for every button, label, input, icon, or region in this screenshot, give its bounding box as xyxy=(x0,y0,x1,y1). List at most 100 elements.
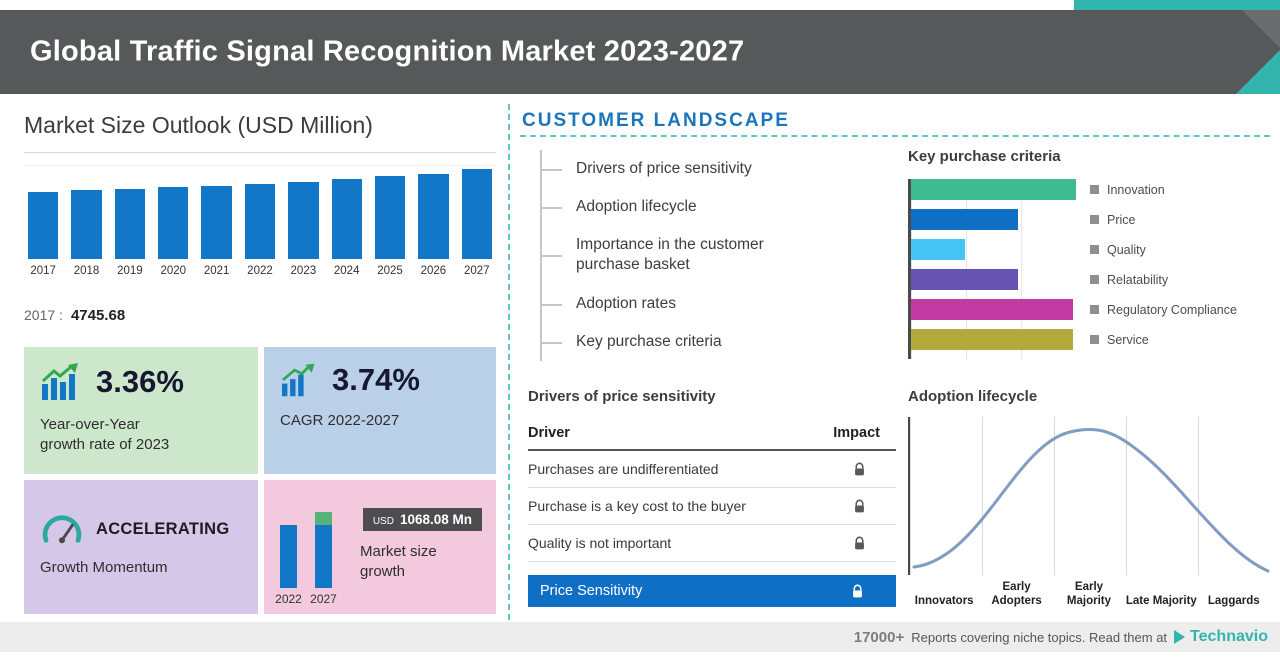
impact-lock xyxy=(853,499,866,514)
market-size-bar xyxy=(28,192,59,259)
year-tick-label: 2026 xyxy=(420,265,447,277)
stage-label: Early Majority xyxy=(1066,581,1112,608)
impact-column-header: Impact xyxy=(833,425,880,441)
growth-mini-chart-bars xyxy=(280,510,341,588)
growth-bar-2027-base xyxy=(315,525,332,588)
year-tick-label: 2027 xyxy=(463,265,490,277)
customer-landscape-dashed-rule xyxy=(520,135,1270,137)
market-size-bar xyxy=(158,187,189,259)
legend-item: Relatability xyxy=(1090,269,1237,290)
base-year-value: 2017 : 4745.68 xyxy=(24,307,496,324)
momentum-label: Growth Momentum xyxy=(40,559,168,576)
landscape-item: Drivers of price sensitivity xyxy=(542,150,820,188)
report-count: 17000+ xyxy=(853,628,905,646)
criteria-bar xyxy=(911,269,1019,290)
adoption-lifecycle-title: Adoption lifecycle xyxy=(908,388,1038,405)
driver-label: Quality is not important xyxy=(528,535,672,551)
lock-icon xyxy=(855,499,864,512)
key-purchase-criteria-legend: Innovation Price Quality Relatability Regula… xyxy=(1090,179,1237,359)
year-tick-label: 2021 xyxy=(203,265,230,277)
market-size-chart-years: 2017 2018 2019 2020 2021 2022 2023 2024 2025 2026… xyxy=(24,265,496,277)
year-tick-label: 2025 xyxy=(377,265,403,277)
technavio-wordmark: Technavio xyxy=(1190,628,1268,645)
yoy-growth-label-line1: Year-over-Year xyxy=(40,416,140,433)
driver-row: Purchase is a key cost to the buyer xyxy=(528,488,896,525)
lock-icon xyxy=(855,462,864,475)
price-sensitivity-title: Drivers of price sensitivity xyxy=(528,388,716,405)
year-tick-label: 2022 xyxy=(247,265,273,277)
page-title: Global Traffic Signal Recognition Market… xyxy=(30,35,745,68)
legend-item: Regulatory Compliance xyxy=(1090,299,1237,320)
market-size-bar xyxy=(331,179,362,259)
legend-label: Innovation xyxy=(1107,182,1165,197)
driver-label: Purchases are undifferentiated xyxy=(528,461,719,477)
growth-value-badge: USD 1068.08 Mn xyxy=(362,508,482,531)
footer: 17000+ Reports covering niche topics. Re… xyxy=(0,622,1280,652)
criteria-bar xyxy=(911,209,1019,230)
cagr-label: CAGR 2022-2027 xyxy=(280,412,400,429)
year-tick-label: 2018 xyxy=(73,265,100,277)
bar-chart-growth-icon xyxy=(282,363,315,397)
header: Global Traffic Signal Recognition Market… xyxy=(0,10,1280,94)
price-sensitivity-block: Drivers of price sensitivity Driver Impa… xyxy=(528,388,896,607)
growth-mini-chart-years: 2022 2027 xyxy=(271,592,341,606)
criteria-bar xyxy=(911,299,1073,320)
legend-marker-icon xyxy=(1090,275,1099,284)
technavio-logo[interactable]: Technavio xyxy=(1174,628,1268,646)
price-sensitivity-highlight-label: Price Sensitivity xyxy=(540,583,643,599)
stage-label: Late Majority xyxy=(1125,595,1197,608)
year-tick-label: 2023 xyxy=(290,265,317,277)
legend-label: Price xyxy=(1107,212,1136,227)
landscape-item: Key purchase criteria xyxy=(542,323,820,361)
cagr-card: 3.74% CAGR 2022-2027 xyxy=(264,347,496,474)
landscape-item: Adoption lifecycle xyxy=(542,188,820,226)
growth-momentum-card: ACCELERATING Growth Momentum xyxy=(24,480,258,614)
growth-mini-chart: 2022 2027 xyxy=(275,510,341,606)
vertical-dashed-divider xyxy=(508,104,510,620)
adoption-lifecycle-stage-labels: Innovators Early Adopters Early Majority La… xyxy=(908,580,1270,609)
cagr-value: 3.74% xyxy=(332,362,420,397)
stage-label: Laggards xyxy=(1207,595,1260,608)
legend-label: Relatability xyxy=(1107,272,1169,287)
growth-bar-2027-column xyxy=(315,512,332,588)
criteria-bar-row xyxy=(911,329,1076,350)
lock-icon xyxy=(851,584,864,599)
criteria-bar-row xyxy=(911,269,1076,290)
price-sensitivity-table-header: Driver Impact xyxy=(528,425,896,451)
legend-label: Quality xyxy=(1107,242,1146,257)
driver-row: Purchases are undifferentiated xyxy=(528,451,896,488)
criteria-bar-row xyxy=(911,239,1076,260)
criteria-bar xyxy=(911,239,966,260)
base-year-number: 4745.68 xyxy=(70,307,126,324)
key-purchase-criteria-chart xyxy=(908,179,1076,359)
criteria-bar xyxy=(911,329,1073,350)
teal-accent-bar xyxy=(1074,0,1280,10)
legend-marker-icon xyxy=(1090,245,1099,254)
criteria-bar-row xyxy=(911,299,1076,320)
growth-label: Market size growth xyxy=(360,543,437,581)
legend-label: Regulatory Compliance xyxy=(1107,302,1237,317)
market-size-bar xyxy=(201,186,232,259)
bar-chart-growth-icon xyxy=(41,363,78,400)
stage-label: Innovators xyxy=(914,595,974,608)
legend-marker-icon xyxy=(1090,335,1099,344)
criteria-bar-row xyxy=(911,179,1076,200)
customer-landscape-list: Drivers of price sensitivity Adoption lif… xyxy=(540,150,820,361)
adoption-lifecycle-block: Adoption lifecycle Innovators Early Adopt… xyxy=(908,388,1270,609)
criteria-bar xyxy=(911,179,1076,200)
growth-currency: USD xyxy=(372,516,394,527)
legend-item: Service xyxy=(1090,329,1237,350)
title-divider xyxy=(24,152,496,153)
base-year-label: 2017 : xyxy=(24,307,63,323)
market-size-bar xyxy=(71,190,102,259)
yoy-growth-value: 3.36% xyxy=(96,364,184,399)
year-tick-label: 2017 xyxy=(30,265,56,277)
lock-icon xyxy=(855,536,864,549)
market-size-panel: Market Size Outlook (USD Million) 2017 20… xyxy=(24,112,496,614)
bell-curve xyxy=(912,428,1270,573)
legend-marker-icon xyxy=(1090,185,1099,194)
top-strip xyxy=(0,0,1280,10)
yoy-growth-card: 3.36% Year-over-Year growth rate of 2023 xyxy=(24,347,258,474)
price-sensitivity-table-rows: Purchases are undifferentiated Purchase i… xyxy=(528,451,896,562)
